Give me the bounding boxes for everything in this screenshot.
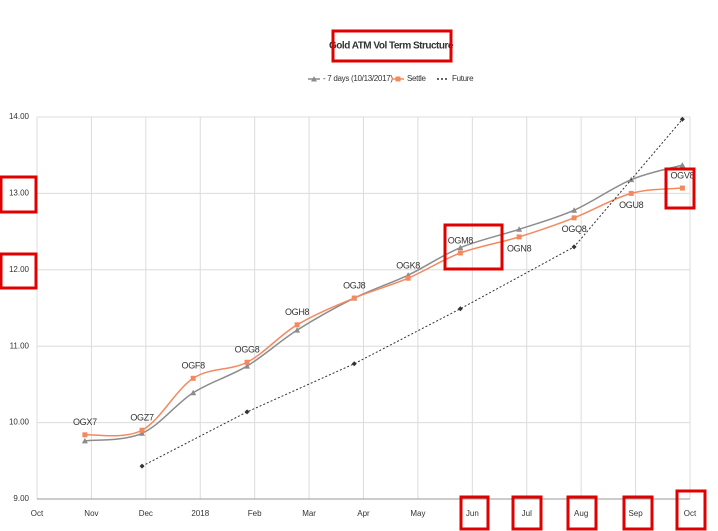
legend-label: - 7 days (10/13/2017)	[323, 74, 393, 83]
highlight-boxes	[0, 29, 707, 531]
point	[679, 116, 685, 122]
x-tick-label: Oct	[684, 509, 697, 518]
y-tick-label: 10.00	[9, 418, 30, 427]
point-label: OGF8	[182, 361, 206, 371]
point	[516, 226, 523, 232]
x-tick-label: Nov	[84, 509, 98, 518]
legend-label: Settle	[407, 74, 427, 83]
point-label: OGV8	[670, 170, 694, 180]
chart-title: Gold ATM Vol Term Structure	[329, 41, 454, 52]
legend: - 7 days (10/13/2017) Settle Future	[308, 74, 474, 83]
point	[244, 363, 251, 369]
plot: OGX7 OGZ7 OGF8 OGG8 OGH8 OGJ8 OGK8 OGM8 OGN8 OGQ8…	[73, 116, 695, 469]
highlight-box	[459, 495, 490, 531]
point	[294, 322, 300, 328]
point	[395, 76, 401, 82]
point-label: OGN8	[507, 243, 532, 253]
highlight-box	[664, 167, 696, 210]
point	[571, 207, 578, 213]
x-tick-label: Mar	[302, 509, 316, 518]
x-tick-label: Feb	[248, 509, 262, 518]
x-tick-label: Dec	[139, 509, 153, 518]
y-tick-label: 11.00	[10, 341, 30, 350]
legend-label: Future	[452, 74, 474, 83]
y-tick-label: 13.00	[9, 189, 30, 198]
point	[190, 375, 196, 381]
x-tick-label: Jul	[522, 509, 532, 518]
point	[139, 427, 145, 433]
grid: 9.00 10.00 11.00 12.00 13.00 14.00 Oct Nov Dec 20…	[9, 112, 697, 518]
point	[571, 244, 577, 250]
point	[244, 359, 250, 365]
x-tick-label: Sep	[628, 509, 643, 518]
point-label: OGQ8	[562, 224, 587, 234]
series-line	[84, 187, 683, 437]
series-line	[141, 118, 683, 467]
x-tick-label: May	[410, 509, 425, 518]
point	[311, 76, 317, 82]
point-label: OGZ7	[130, 413, 154, 423]
highlight-box	[443, 223, 504, 271]
series-line	[84, 164, 683, 442]
point-label: OGM8	[448, 235, 474, 245]
point-label: OGH8	[285, 307, 310, 317]
highlight-box	[0, 252, 38, 290]
highlight-box	[511, 495, 543, 531]
highlight-box	[675, 489, 707, 531]
point-label: OGK8	[396, 261, 420, 271]
point-label: OGX7	[73, 417, 97, 427]
point	[679, 162, 686, 168]
highlight-box	[622, 495, 654, 531]
highlight-box	[566, 495, 598, 531]
x-tick-label: Aug	[574, 509, 588, 518]
point	[244, 409, 250, 415]
point-label: OGG8	[235, 345, 260, 355]
point-label: OGU8	[619, 200, 644, 210]
point	[405, 275, 411, 281]
highlight-box	[331, 29, 453, 63]
y-tick-label: 12.00	[9, 265, 30, 274]
point	[457, 244, 464, 251]
point	[351, 361, 357, 367]
y-tick-label: 9.00	[13, 494, 29, 503]
point	[628, 190, 634, 196]
point	[190, 389, 197, 396]
point	[81, 437, 88, 444]
x-tick-label: Apr	[357, 509, 370, 518]
point	[294, 327, 301, 333]
x-tick-label: Oct	[31, 509, 44, 518]
point	[457, 250, 463, 256]
point	[82, 432, 88, 438]
x-tick-label: 2018	[191, 509, 209, 518]
highlight-box	[0, 175, 38, 214]
point	[139, 430, 146, 436]
point	[457, 306, 463, 312]
point-label: OGJ8	[343, 280, 366, 290]
x-tick-label: Jun	[466, 509, 479, 518]
point	[351, 295, 357, 301]
point	[571, 215, 577, 221]
point	[139, 463, 145, 469]
point	[679, 185, 685, 191]
y-tick-label: 14.00	[9, 112, 30, 121]
point	[516, 234, 522, 240]
